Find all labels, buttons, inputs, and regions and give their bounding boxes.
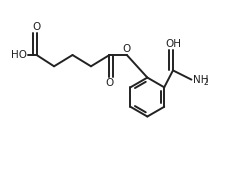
- Text: HO: HO: [11, 50, 27, 60]
- Text: O: O: [105, 78, 114, 88]
- Text: O: O: [33, 22, 41, 32]
- Text: O: O: [123, 44, 131, 54]
- Text: OH: OH: [165, 39, 181, 49]
- Text: NH: NH: [194, 75, 209, 85]
- Text: 2: 2: [203, 78, 208, 87]
